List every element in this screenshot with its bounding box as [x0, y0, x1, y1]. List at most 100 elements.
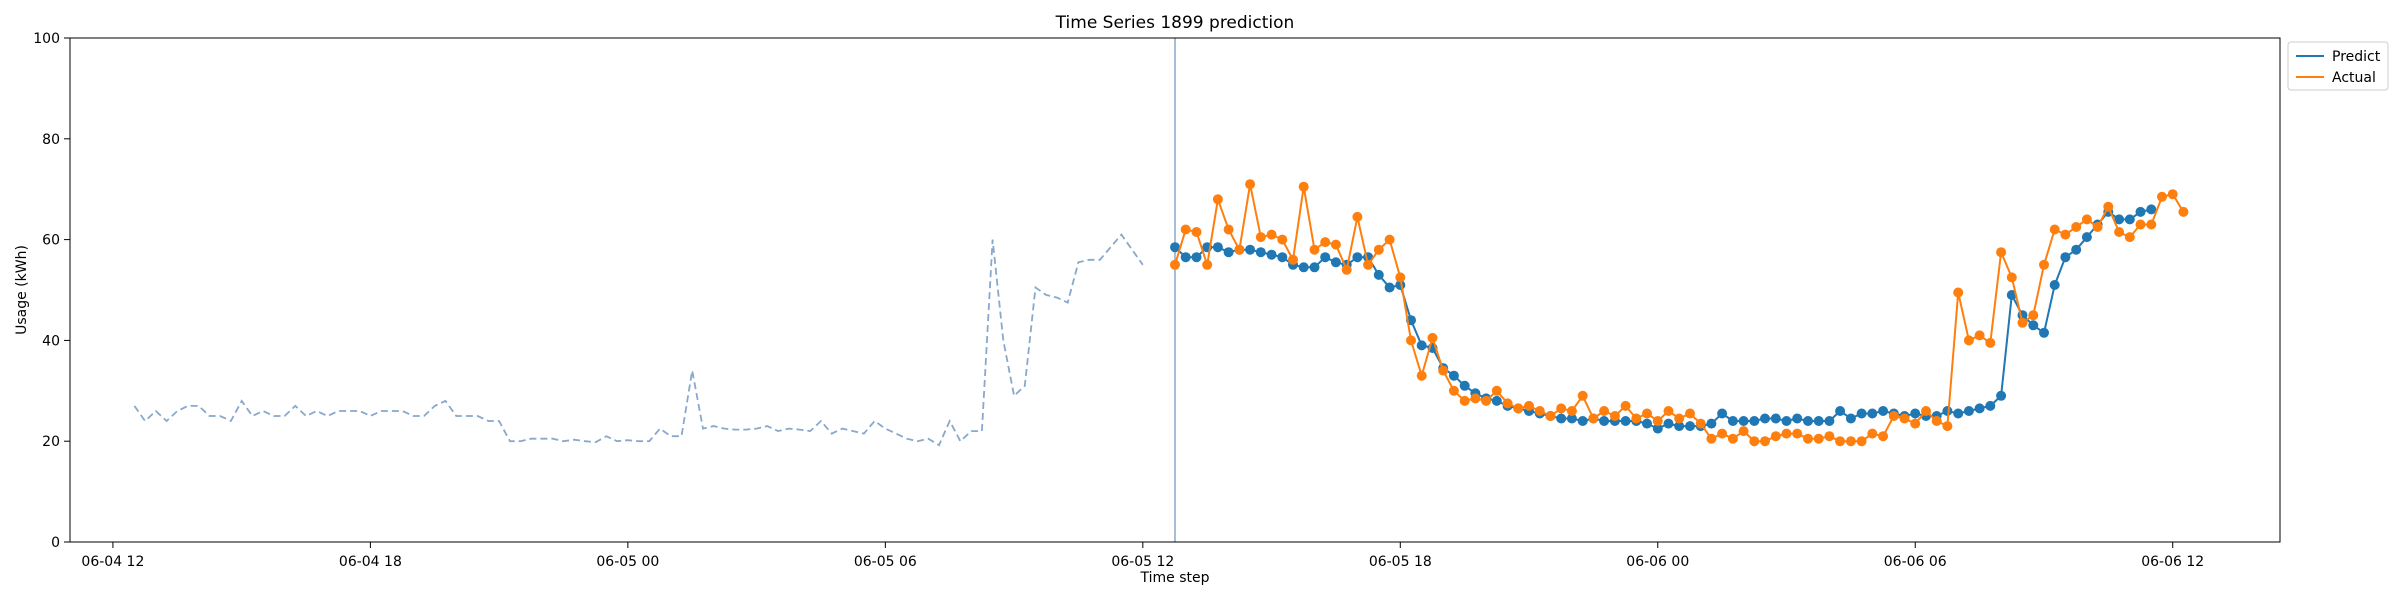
actual-point	[1320, 237, 1331, 248]
actual-point	[1341, 264, 1352, 275]
actual-point	[2017, 317, 2028, 328]
actual-point	[1363, 259, 1374, 270]
actual-point	[2135, 219, 2146, 230]
predict-point	[1180, 252, 1191, 263]
predict-point	[1727, 416, 1738, 426]
predict-point	[1749, 416, 1760, 426]
actual-point	[2146, 219, 2157, 230]
actual-point	[1416, 370, 1427, 381]
actual-point	[1191, 227, 1202, 237]
legend-label-actual: Actual	[2332, 70, 2376, 86]
predict-point	[2124, 214, 2135, 225]
predict-point	[1255, 247, 1266, 258]
predict-point	[1577, 416, 1588, 426]
actual-point	[1309, 244, 1320, 255]
predict-point	[2071, 244, 2082, 255]
predict-point	[1309, 262, 1320, 273]
axes-frame	[69, 37, 2281, 543]
y-tick-label: 40	[42, 333, 60, 349]
predict-point	[1642, 418, 1652, 429]
predict-point	[2006, 290, 2017, 300]
actual-point	[1502, 398, 1513, 409]
predict-point	[1330, 257, 1341, 268]
actual-point	[1770, 431, 1781, 442]
actual-point	[1212, 194, 1223, 205]
actual-point	[1953, 287, 1964, 298]
predict-point	[2039, 327, 2049, 338]
actual-point	[1427, 332, 1438, 343]
actual-point	[1996, 247, 2007, 258]
predict-point	[1491, 395, 1502, 406]
x-tick-label: 06-05 18	[1369, 554, 1432, 570]
actual-point	[1921, 406, 1931, 416]
actual-point	[2081, 214, 2092, 225]
actual-point	[2071, 222, 2082, 232]
predict-point	[1717, 408, 1728, 419]
actual-point	[2157, 191, 2167, 202]
actual-point	[2028, 310, 2039, 321]
actual-point	[1298, 181, 1309, 192]
actual-point	[1888, 411, 1899, 421]
actual-point	[1631, 413, 1642, 424]
actual-point	[1330, 239, 1341, 250]
predict-point	[1878, 406, 1889, 416]
predict-point	[1599, 416, 1610, 426]
predict-point	[1556, 413, 1567, 424]
predict-point	[1416, 340, 1427, 351]
actual-point	[1170, 259, 1180, 270]
predict-point	[1277, 252, 1288, 263]
series-actual	[1170, 179, 2189, 447]
predict-point	[1320, 252, 1331, 263]
actual-point	[1373, 244, 1384, 255]
predict-point	[1835, 406, 1846, 416]
actual-point	[1202, 259, 1213, 270]
predict-point	[1953, 408, 1964, 419]
predict-point	[1813, 416, 1824, 426]
actual-point	[1878, 431, 1889, 442]
actual-point	[1448, 385, 1459, 396]
chart-title: Time Series 1899 prediction	[1055, 13, 1295, 33]
actual-point	[1620, 400, 1631, 411]
actual-point	[1685, 408, 1695, 419]
y-tick-label: 60	[42, 233, 60, 249]
predict-point	[1803, 416, 1813, 426]
actual-point	[1867, 428, 1878, 439]
x-axis-label: Time step	[1140, 570, 1210, 586]
actual-point	[1266, 229, 1277, 240]
actual-point	[1255, 232, 1266, 243]
history-line	[133, 233, 1144, 447]
actual-point	[2124, 232, 2135, 243]
actual-point	[1835, 436, 1846, 447]
actual-point	[1974, 330, 1985, 341]
actual-point	[2060, 229, 2071, 240]
y-tick-label: 80	[42, 132, 60, 148]
actual-point	[1813, 433, 1824, 444]
actual-point	[1491, 385, 1502, 396]
actual-point	[1663, 406, 1674, 416]
predict-point	[2114, 214, 2125, 225]
predict-point	[1867, 408, 1878, 419]
legend-label-predict: Predict	[2332, 49, 2381, 65]
actual-point	[2167, 189, 2178, 200]
predict-point	[1963, 406, 1974, 416]
actual-point	[1727, 433, 1738, 444]
actual-point	[1470, 393, 1481, 404]
actual-point	[1760, 436, 1770, 447]
actual-point	[1556, 403, 1567, 414]
predict-point	[2135, 206, 2146, 217]
actual-point	[1352, 211, 1363, 222]
actual-point	[2092, 222, 2103, 232]
actual-point	[1481, 395, 1492, 406]
actual-point	[1899, 413, 1910, 424]
y-axis: 0 20 40 60 80 100	[33, 31, 70, 551]
actual-point	[1695, 418, 1706, 429]
actual-point	[1406, 335, 1416, 346]
actual-point	[1942, 421, 1953, 432]
series-layer	[133, 38, 2189, 542]
predict-point	[2081, 232, 2092, 243]
predict-point	[2060, 252, 2071, 263]
predict-point	[1781, 416, 1792, 426]
predict-point	[1738, 416, 1749, 426]
predict-point	[1448, 370, 1459, 381]
